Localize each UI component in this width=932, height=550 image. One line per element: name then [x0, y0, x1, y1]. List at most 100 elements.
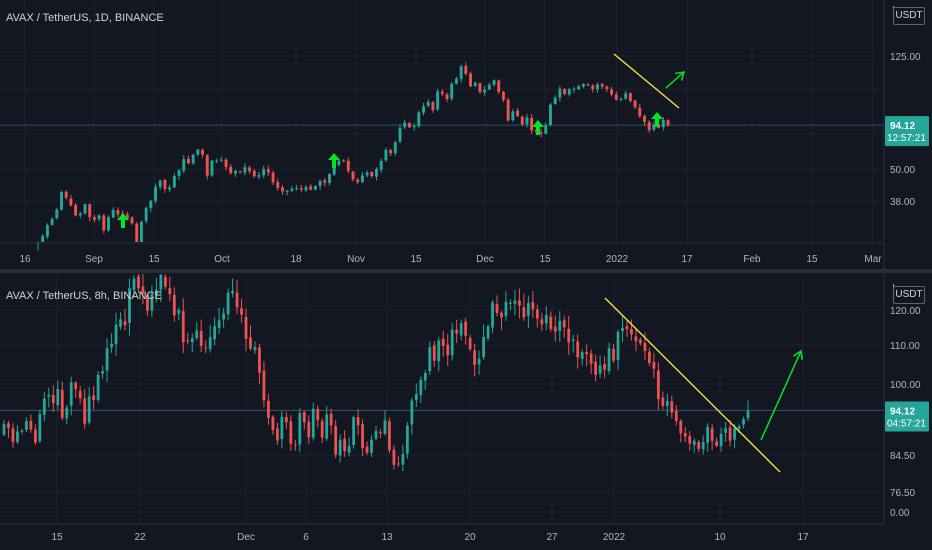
candle-body: [415, 394, 418, 400]
candle-body: [307, 422, 310, 438]
candle-body: [206, 155, 209, 175]
candle-body: [234, 171, 237, 174]
pane-divider[interactable]: [0, 269, 932, 273]
candle-body: [262, 169, 265, 175]
candle-body: [478, 83, 481, 92]
candle-body: [397, 463, 400, 464]
bottom-pane-currency-button[interactable]: USDT: [893, 286, 925, 304]
candle-body: [729, 427, 732, 440]
candle-body: [243, 167, 246, 172]
candle-body: [521, 117, 524, 125]
candle-body: [55, 210, 58, 219]
candle-body: [240, 308, 243, 314]
candle-body: [657, 370, 660, 399]
candle-body: [74, 383, 77, 390]
candle-body: [644, 343, 647, 351]
candle-body: [312, 409, 315, 438]
candle-body: [321, 421, 324, 437]
candle-body: [352, 172, 355, 180]
candle-body: [225, 159, 228, 167]
candle-body: [380, 161, 383, 170]
candle-body: [337, 161, 340, 165]
candle-body: [518, 301, 521, 306]
candle-body: [135, 224, 138, 242]
candle-body: [52, 395, 55, 403]
candle-body: [289, 421, 292, 444]
candle-body: [119, 319, 122, 327]
top-pane-title[interactable]: AVAX / TetherUS, 1D, BINANCE: [6, 12, 164, 24]
candle-body: [21, 431, 24, 432]
candle-body: [272, 173, 275, 183]
candle-body: [38, 414, 41, 441]
candle-body: [428, 347, 431, 371]
top-time-tick-label: 15: [806, 254, 818, 265]
candle-body: [131, 218, 134, 224]
candle-body: [638, 108, 641, 117]
candle-body: [587, 85, 590, 86]
candle-body: [567, 329, 570, 343]
candle-body: [218, 320, 221, 328]
candle-body: [124, 321, 127, 325]
candle-body: [276, 429, 279, 441]
candle-body: [417, 112, 420, 126]
top-pane-currency-button[interactable]: USDT: [893, 7, 925, 25]
bottom-time-tick-label: Dec: [237, 532, 255, 543]
candle-body: [97, 375, 100, 400]
candle-body: [478, 359, 481, 365]
candle-body: [258, 175, 261, 177]
candle-body: [173, 295, 176, 316]
candle-body: [648, 352, 651, 363]
candle-body: [145, 208, 148, 221]
candle-body: [195, 330, 198, 338]
candle-body: [370, 440, 373, 453]
candle-body: [263, 371, 266, 400]
bottom-time-tick-label: 27: [546, 532, 558, 543]
candle-body: [410, 401, 413, 425]
bottom-time-tick-label: 17: [797, 532, 809, 543]
candle-body: [702, 442, 705, 449]
candle-body: [599, 365, 602, 373]
candle-body: [164, 277, 167, 287]
candle-body: [191, 338, 194, 342]
top-time-tick-label: Mar: [864, 254, 882, 265]
candle-body: [149, 201, 152, 208]
candle-body: [661, 398, 664, 406]
bottom-time-tick-label: 6: [303, 532, 309, 543]
candle-body: [413, 126, 416, 127]
candle-body: [697, 442, 700, 449]
candle-body: [133, 279, 136, 290]
candle-body: [253, 171, 256, 176]
candle-body: [549, 105, 552, 125]
candle-body: [154, 187, 157, 201]
candle-body: [267, 401, 270, 418]
candle-body: [573, 89, 576, 90]
top-time-tick-label: 15: [410, 254, 422, 265]
candle-body: [500, 313, 503, 317]
candle-body: [352, 417, 355, 445]
candle-body: [177, 310, 180, 314]
candle-body: [70, 382, 73, 405]
candle-body: [473, 350, 476, 365]
candle-body: [662, 120, 665, 127]
bottom-price-badge-value: 94.12: [890, 407, 915, 418]
candle-body: [295, 188, 298, 189]
candle-body: [393, 450, 396, 465]
candle-body: [572, 339, 575, 341]
candle-body: [469, 74, 472, 87]
candle-body: [610, 89, 613, 94]
candle-body: [394, 142, 397, 153]
candle-body: [545, 315, 548, 323]
candle-body: [314, 186, 317, 190]
candle-body: [446, 345, 449, 355]
candle-body: [220, 160, 223, 161]
bottom-pane-title[interactable]: AVAX / TetherUS, 8h, BINANCE: [6, 290, 162, 302]
candle-body: [137, 276, 140, 288]
candle-body: [168, 187, 171, 189]
candle-body: [281, 187, 284, 191]
candle-body: [620, 99, 623, 100]
candle-body: [343, 439, 346, 452]
candle-body: [406, 426, 409, 454]
candle-body: [388, 421, 391, 450]
